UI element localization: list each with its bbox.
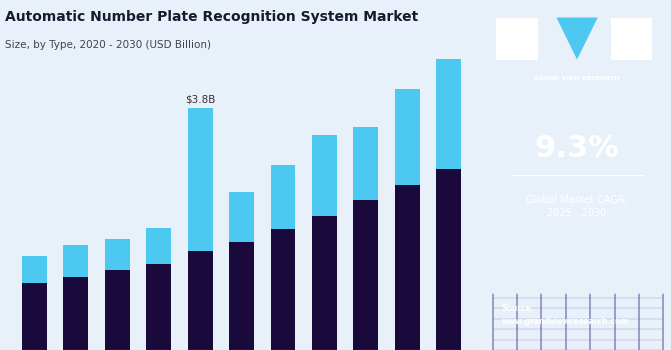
Text: GRAND VIEW RESEARCH: GRAND VIEW RESEARCH (534, 76, 620, 81)
Bar (146, 264, 171, 350)
Bar (229, 242, 254, 350)
Bar (270, 166, 295, 229)
Bar (395, 89, 420, 184)
Bar (22, 257, 47, 283)
Bar (436, 59, 461, 169)
Bar (312, 135, 337, 216)
Polygon shape (556, 18, 598, 60)
Bar (436, 169, 461, 350)
Text: Global Market CAGR,
2025 - 2030: Global Market CAGR, 2025 - 2030 (526, 195, 628, 218)
Bar (63, 277, 89, 350)
Bar (354, 201, 378, 350)
Bar (188, 251, 213, 350)
Text: $3.8B: $3.8B (185, 95, 215, 105)
Bar (105, 271, 130, 350)
Bar (354, 127, 378, 201)
Bar (270, 229, 295, 350)
FancyBboxPatch shape (497, 18, 537, 60)
Bar (312, 216, 337, 350)
FancyBboxPatch shape (611, 18, 652, 60)
Text: Size, by Type, 2020 - 2030 (USD Billion): Size, by Type, 2020 - 2030 (USD Billion) (5, 40, 211, 50)
Bar (229, 192, 254, 242)
Text: Automatic Number Plate Recognition System Market: Automatic Number Plate Recognition Syste… (5, 10, 418, 25)
Text: Source:
www.grandviewresearch.com: Source: www.grandviewresearch.com (502, 304, 629, 326)
Bar (105, 239, 130, 271)
Text: 9.3%: 9.3% (535, 134, 619, 163)
Bar (146, 228, 171, 264)
Bar (395, 184, 420, 350)
Bar (63, 245, 89, 277)
Bar (188, 108, 213, 251)
Bar (22, 283, 47, 350)
